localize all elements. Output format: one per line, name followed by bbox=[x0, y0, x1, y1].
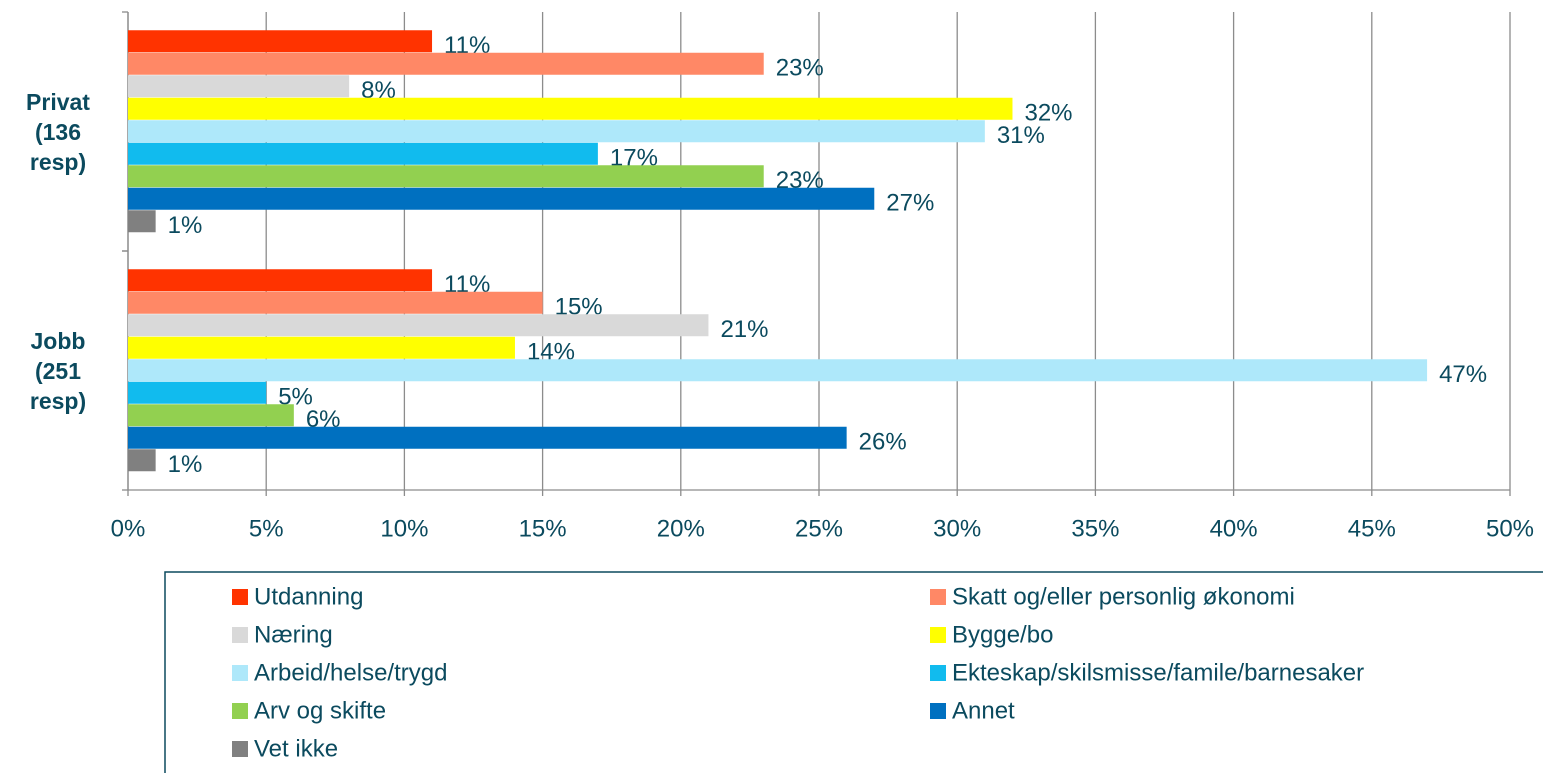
legend-label: Skatt og/eller personlig økonomi bbox=[952, 583, 1295, 610]
category-label: Privat (136 resp) bbox=[26, 88, 90, 175]
x-tick-label: 0% bbox=[111, 515, 146, 542]
legend-label: Arv og skifte bbox=[254, 697, 386, 724]
bar bbox=[128, 336, 515, 359]
legend-label: Ekteskap/skilsmisse/famile/barnesaker bbox=[952, 659, 1364, 686]
bar bbox=[128, 449, 156, 472]
value-label: 27% bbox=[886, 189, 934, 216]
legend-swatch bbox=[232, 741, 248, 757]
x-tick-label: 10% bbox=[380, 515, 428, 542]
bar bbox=[128, 291, 543, 314]
bar bbox=[128, 187, 875, 210]
legend-swatch bbox=[232, 627, 248, 643]
bar bbox=[128, 269, 433, 292]
legend-swatch bbox=[930, 665, 946, 681]
bar bbox=[128, 165, 764, 188]
bar bbox=[128, 52, 764, 75]
legend-swatch bbox=[232, 703, 248, 719]
value-label: 26% bbox=[859, 428, 907, 455]
value-label: 31% bbox=[997, 122, 1045, 149]
legend-box bbox=[164, 571, 1543, 773]
legend-swatch bbox=[930, 589, 946, 605]
bar bbox=[128, 97, 1013, 120]
value-label: 1% bbox=[168, 212, 203, 239]
bar bbox=[128, 142, 598, 165]
legend-label: Bygge/bo bbox=[952, 621, 1053, 648]
bar bbox=[128, 381, 267, 404]
value-label: 21% bbox=[720, 316, 768, 343]
value-label: 47% bbox=[1439, 361, 1487, 388]
x-tick-label: 25% bbox=[795, 515, 843, 542]
x-tick-label: 30% bbox=[933, 515, 981, 542]
value-label: 23% bbox=[776, 54, 824, 81]
bar bbox=[128, 210, 156, 233]
legend-label: Vet ikke bbox=[254, 735, 338, 762]
x-tick-label: 20% bbox=[657, 515, 705, 542]
x-tick-label: 5% bbox=[249, 515, 284, 542]
bar bbox=[128, 314, 709, 337]
bar bbox=[128, 426, 847, 449]
legend-label: Utdanning bbox=[254, 583, 363, 610]
value-label: 1% bbox=[168, 451, 203, 478]
x-tick-label: 50% bbox=[1486, 515, 1534, 542]
legend-label: Arbeid/helse/trygd bbox=[254, 659, 447, 686]
x-tick-label: 45% bbox=[1348, 515, 1396, 542]
x-tick-label: 35% bbox=[1071, 515, 1119, 542]
bar bbox=[128, 404, 294, 427]
legend-label: Næring bbox=[254, 621, 333, 648]
value-label: 32% bbox=[1024, 99, 1072, 126]
legend-label: Annet bbox=[952, 697, 1015, 724]
bar bbox=[128, 75, 350, 98]
x-tick-label: 15% bbox=[519, 515, 567, 542]
x-tick-label: 40% bbox=[1210, 515, 1258, 542]
legend-swatch bbox=[930, 627, 946, 643]
bar bbox=[128, 30, 433, 53]
bar bbox=[128, 120, 985, 143]
legend-swatch bbox=[232, 589, 248, 605]
category-label: Jobb (251 resp) bbox=[29, 327, 87, 414]
legend-swatch bbox=[232, 665, 248, 681]
bar bbox=[128, 359, 1428, 382]
legend-swatch bbox=[930, 703, 946, 719]
